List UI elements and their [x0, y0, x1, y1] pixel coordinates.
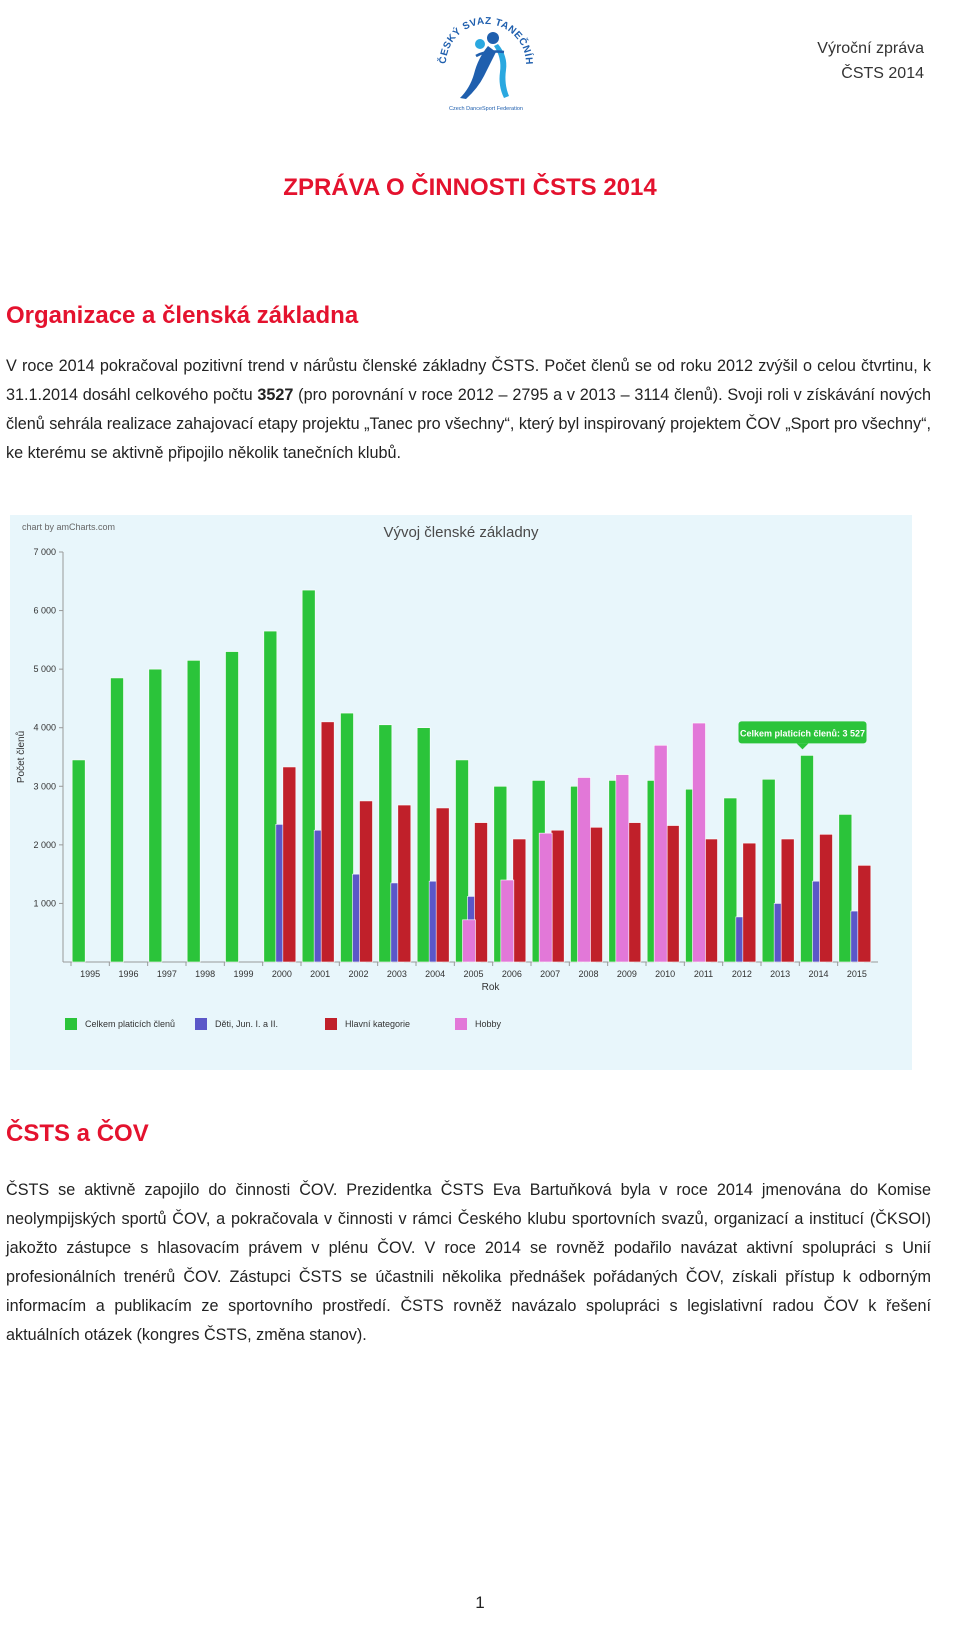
x-tick-label: 1995 [80, 969, 100, 979]
chart-credit: chart by amCharts.com [22, 522, 115, 532]
section-heading-csts-cov: ČSTS a ČOV [6, 1120, 149, 1147]
bar-total-members [148, 668, 163, 963]
x-tick-label: 2001 [310, 969, 330, 979]
y-tick-label: 3 000 [33, 781, 56, 791]
y-tick-label: 6 000 [33, 606, 56, 616]
csts-cov-paragraph: ČSTS se aktivně zapojilo do činnosti ČOV… [6, 1181, 931, 1344]
section-heading-organization: Organizace a členská základna [6, 302, 359, 329]
chart-title: Vývoj členské základny [383, 524, 539, 541]
logo-sub-text: Czech DanceSport Federation [449, 106, 523, 112]
annotation-label: Celkem platicích členů: 3 527 [740, 728, 865, 738]
x-axis-label: Rok [482, 982, 501, 993]
legend-label: Celkem platicích členů [85, 1019, 175, 1029]
bar-hobby [615, 774, 630, 963]
paragraph-text-start: V roce 2014 pokračoval pozitivní trend v… [6, 357, 931, 404]
bar-total-members [416, 727, 431, 963]
bar-main-category [435, 807, 450, 963]
y-tick-label: 1 000 [33, 898, 56, 908]
bar-main-category [819, 834, 833, 963]
bar-total-members [225, 651, 239, 963]
bar-total-members [110, 677, 124, 963]
bar-total-members [723, 797, 738, 963]
member-count: 3527 [257, 386, 294, 404]
bar-total-members [838, 814, 853, 963]
y-tick-label: 4 000 [33, 723, 56, 733]
x-tick-label: 2015 [847, 969, 867, 979]
annotation-pointer [796, 743, 809, 750]
bar-total-members [71, 759, 86, 963]
bar-hobby [500, 879, 515, 963]
bar-main-category [742, 842, 757, 963]
bar-main-category [282, 766, 297, 963]
bar-main-category [550, 829, 565, 963]
bar-main-category [780, 838, 795, 963]
x-tick-label: 2014 [808, 969, 828, 979]
bar-hobby [653, 744, 668, 963]
header-line-1: Výroční zpráva [817, 40, 924, 57]
legend-swatch [65, 1018, 77, 1030]
bar-total-members [378, 724, 393, 963]
x-tick-label: 2008 [578, 969, 598, 979]
x-tick-label: 2005 [463, 969, 483, 979]
bar-hobby [538, 832, 553, 963]
x-tick-label: 2010 [655, 969, 675, 979]
x-tick-label: 2006 [502, 969, 522, 979]
legend-label: Hobby [475, 1019, 502, 1029]
bar-main-category [397, 804, 412, 963]
bar-main-category [320, 721, 335, 963]
x-tick-label: 2004 [425, 969, 445, 979]
x-tick-label: 1996 [118, 969, 138, 979]
legend-swatch [455, 1018, 467, 1030]
legend-label: Děti, Jun. I. a II. [215, 1019, 278, 1029]
legend-swatch [325, 1018, 337, 1030]
bar-hobby [692, 722, 706, 963]
bar-total-members [340, 712, 354, 963]
y-tick-label: 5 000 [33, 664, 56, 674]
x-tick-label: 1997 [157, 969, 177, 979]
bar-total-members [455, 759, 469, 963]
x-tick-label: 2011 [694, 969, 713, 979]
bar-main-category [665, 825, 680, 963]
bar-main-category [589, 826, 603, 963]
bar-total-members [301, 589, 316, 963]
x-tick-label: 1999 [233, 969, 253, 979]
x-tick-label: 2007 [540, 969, 560, 979]
bar-main-category [704, 838, 718, 963]
bar-main-category [474, 822, 488, 963]
organization-paragraph: V roce 2014 pokračoval pozitivní trend v… [6, 352, 931, 468]
paragraph-text-end: (pro porovnání v roce 2012 – 2795 a v 20… [6, 386, 931, 462]
bar-total-members [761, 778, 776, 963]
annotation-box [738, 721, 867, 744]
bar-hobby [577, 777, 591, 963]
bar-main-category [359, 800, 373, 963]
x-tick-label: 2002 [348, 969, 368, 979]
bar-main-category [857, 865, 872, 963]
dancing-couple-icon [460, 32, 509, 99]
legend-label: Hlavní kategorie [345, 1019, 410, 1029]
y-axis-label: Počet členů [15, 731, 27, 783]
y-tick-label: 7 000 [33, 547, 56, 557]
x-tick-label: 2000 [272, 969, 292, 979]
x-tick-label: 2003 [387, 969, 407, 979]
header-line-2: ČSTS 2014 [841, 65, 924, 82]
bar-total-members [263, 630, 278, 963]
bar-total-members [186, 660, 201, 963]
document-title: ZPRÁVA O ČINNOSTI ČSTS 2014 [283, 174, 657, 201]
bar-total-members [800, 755, 814, 963]
x-tick-label: 2012 [732, 969, 752, 979]
federation-logo: ČESKÝ SVAZ TANEČNÍHO SPORTU Czech DanceS… [426, 0, 542, 118]
document-header: Výroční zpráva ČSTS 2014 [817, 36, 924, 86]
bar-hobby [462, 919, 476, 963]
bar-main-category [512, 838, 527, 963]
x-tick-label: 1998 [195, 969, 215, 979]
y-tick-label: 2 000 [33, 840, 56, 850]
page-number: 1 [475, 1593, 485, 1612]
membership-chart-svg: chart by amCharts.com Vývoj členské zákla… [15, 522, 878, 1030]
x-tick-label: 2013 [770, 969, 790, 979]
x-tick-label: 2009 [617, 969, 637, 979]
bar-main-category [627, 822, 642, 963]
membership-chart: chart by amCharts.com Vývoj členské zákla… [10, 515, 912, 1070]
legend-swatch [195, 1018, 207, 1030]
